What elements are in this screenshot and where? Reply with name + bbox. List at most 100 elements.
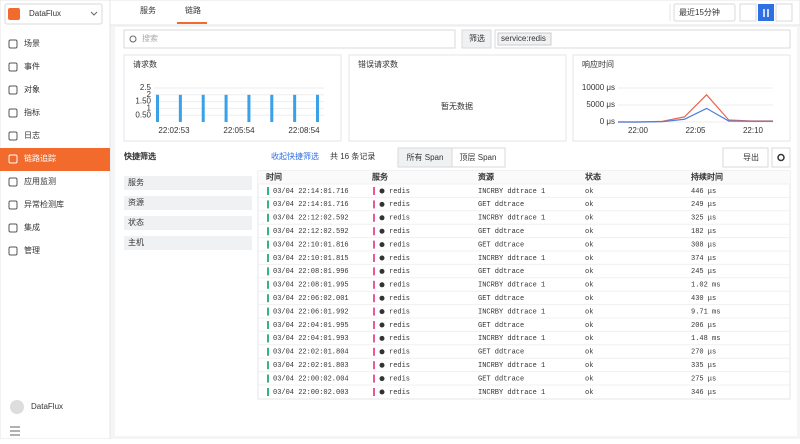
cell[interactable]: 03/04 22:14:01.716 bbox=[273, 188, 349, 196]
service-icon bbox=[379, 295, 385, 301]
filter-group[interactable] bbox=[124, 196, 252, 210]
y-tick-label: 0 μs bbox=[600, 117, 615, 126]
cell: redis bbox=[389, 308, 410, 316]
tag-box[interactable] bbox=[494, 29, 791, 49]
filter-group[interactable] bbox=[124, 176, 252, 190]
card-title: 请求数 bbox=[133, 59, 157, 69]
cell: ok bbox=[585, 228, 593, 236]
filter-button[interactable] bbox=[461, 29, 492, 49]
cell[interactable]: 03/04 22:08:01.996 bbox=[273, 268, 349, 276]
cell: 206 μs bbox=[691, 322, 716, 330]
menu-item[interactable]: 链路追踪 bbox=[24, 153, 56, 163]
x-tick-label: 22:00 bbox=[628, 126, 649, 135]
service-bar bbox=[373, 227, 375, 236]
tab-underline bbox=[177, 22, 207, 24]
collapse-link[interactable]: 收起快捷筛选 bbox=[271, 151, 319, 161]
record-count: 共 16 条记录 bbox=[330, 151, 375, 161]
menu-icon bbox=[8, 154, 18, 164]
menu-item[interactable]: 事件 bbox=[24, 61, 40, 71]
menu-item[interactable]: 应用监测 bbox=[24, 176, 56, 186]
menu-item[interactable]: 集成 bbox=[24, 222, 40, 232]
cell: redis bbox=[389, 268, 410, 276]
cell: ok bbox=[585, 255, 593, 263]
service-bar bbox=[373, 213, 375, 222]
cell[interactable]: 03/04 22:02:01.803 bbox=[273, 362, 349, 370]
cell[interactable]: 03/04 22:10:01.816 bbox=[273, 241, 349, 249]
filter-group[interactable] bbox=[124, 216, 252, 230]
cell[interactable]: 03/04 22:06:02.001 bbox=[273, 295, 349, 303]
tab[interactable]: 服务 bbox=[140, 5, 156, 15]
cell: INCRBY ddtrace 1 bbox=[478, 362, 545, 370]
menu-item[interactable]: 对象 bbox=[24, 84, 40, 94]
search-icon bbox=[129, 35, 137, 43]
x-tick-label: 22:02:53 bbox=[158, 126, 190, 135]
collapse-icon[interactable] bbox=[10, 426, 20, 436]
menu-item[interactable]: 管理 bbox=[24, 245, 40, 255]
search-box[interactable] bbox=[123, 29, 456, 49]
pause-button[interactable] bbox=[758, 4, 774, 21]
menu-item[interactable]: 场景 bbox=[24, 39, 40, 48]
card-title: 响应时间 bbox=[582, 59, 614, 69]
cell[interactable]: 03/04 22:14:01.716 bbox=[273, 201, 349, 209]
cell[interactable]: 03/04 22:10:01.815 bbox=[273, 255, 349, 263]
y-tick-label: 10000 μs bbox=[582, 83, 615, 92]
menu-item[interactable]: 指标 bbox=[24, 107, 40, 117]
cell[interactable]: 03/04 22:08:01.995 bbox=[273, 282, 349, 290]
cell[interactable]: 03/04 22:04:01.993 bbox=[273, 335, 349, 343]
service-bar bbox=[373, 254, 375, 262]
filter-group[interactable] bbox=[124, 236, 252, 250]
status-bar bbox=[267, 187, 269, 195]
rewind-button[interactable] bbox=[739, 3, 757, 22]
settings-button[interactable] bbox=[771, 147, 791, 168]
span-tab-active[interactable] bbox=[397, 147, 453, 168]
filter-group-label: 资源 bbox=[128, 197, 144, 207]
user[interactable]: DataFlux bbox=[31, 402, 63, 411]
service-icon bbox=[379, 242, 385, 248]
cell[interactable]: 03/04 22:00:02.004 bbox=[273, 375, 349, 383]
cell[interactable]: 03/04 22:06:01.992 bbox=[273, 308, 349, 316]
column-header: 状态 bbox=[585, 172, 601, 182]
span-tab[interactable]: 所有 Span bbox=[407, 152, 444, 162]
menu-icon bbox=[8, 39, 18, 49]
time-picker[interactable] bbox=[673, 3, 736, 22]
cell: redis bbox=[389, 389, 410, 397]
span-tab[interactable]: 顶层 Span bbox=[460, 153, 497, 162]
cell: ok bbox=[585, 322, 593, 330]
cell: ok bbox=[585, 215, 593, 223]
status-bar bbox=[267, 388, 269, 396]
cell: 374 μs bbox=[691, 255, 716, 263]
service-bar bbox=[373, 294, 375, 303]
service-icon bbox=[379, 376, 385, 382]
forward-button[interactable] bbox=[775, 3, 793, 22]
cell: ok bbox=[585, 349, 593, 357]
cell[interactable]: 03/04 22:00:02.003 bbox=[273, 389, 349, 397]
menu-item[interactable]: 日志 bbox=[24, 130, 40, 140]
cell: ok bbox=[585, 188, 593, 196]
cell: GET ddtrace bbox=[478, 228, 524, 236]
cell: ok bbox=[585, 201, 593, 209]
cell[interactable]: 03/04 22:12:02.592 bbox=[273, 228, 349, 236]
filter-group-label: 主机 bbox=[128, 237, 144, 247]
cell: GET ddtrace bbox=[478, 322, 524, 330]
quick-filter-title: 快捷筛选 bbox=[124, 151, 156, 161]
cell: INCRBY ddtrace 1 bbox=[478, 188, 545, 196]
cell: GET ddtrace bbox=[478, 241, 524, 249]
tag[interactable] bbox=[497, 32, 552, 46]
cell: redis bbox=[389, 362, 410, 370]
bar bbox=[293, 94, 297, 122]
cell: ok bbox=[585, 308, 593, 316]
service-bar bbox=[373, 388, 375, 396]
cell[interactable]: 03/04 22:04:01.995 bbox=[273, 322, 349, 330]
table bbox=[257, 170, 791, 400]
menu-item[interactable]: 异常检测库 bbox=[24, 199, 64, 209]
cell[interactable]: 03/04 22:02:01.804 bbox=[273, 349, 349, 357]
cell: redis bbox=[389, 201, 410, 209]
export-button[interactable] bbox=[722, 147, 769, 168]
settings-icon bbox=[777, 153, 785, 162]
cell: 270 μs bbox=[691, 349, 716, 357]
brand-box[interactable] bbox=[4, 3, 103, 25]
cell: redis bbox=[389, 241, 410, 249]
cell: redis bbox=[389, 282, 410, 290]
tab[interactable]: 链路 bbox=[185, 5, 201, 15]
cell[interactable]: 03/04 22:12:02.592 bbox=[273, 215, 349, 223]
